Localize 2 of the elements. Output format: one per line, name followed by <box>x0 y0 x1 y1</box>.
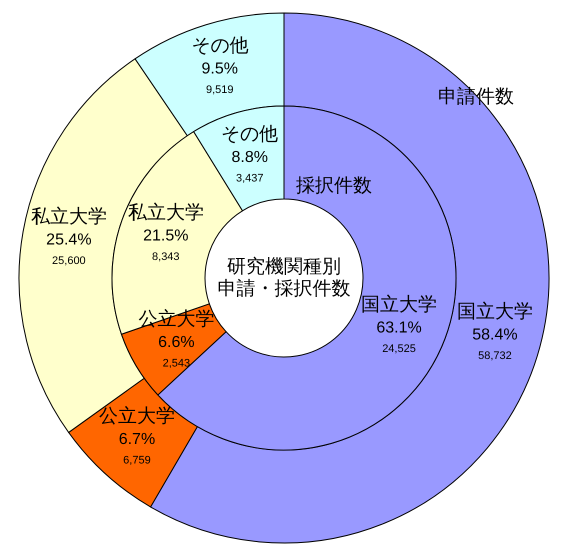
title: 研究機関種別 <box>227 256 341 278</box>
subtitle: 申請・採択件数 <box>218 278 350 300</box>
